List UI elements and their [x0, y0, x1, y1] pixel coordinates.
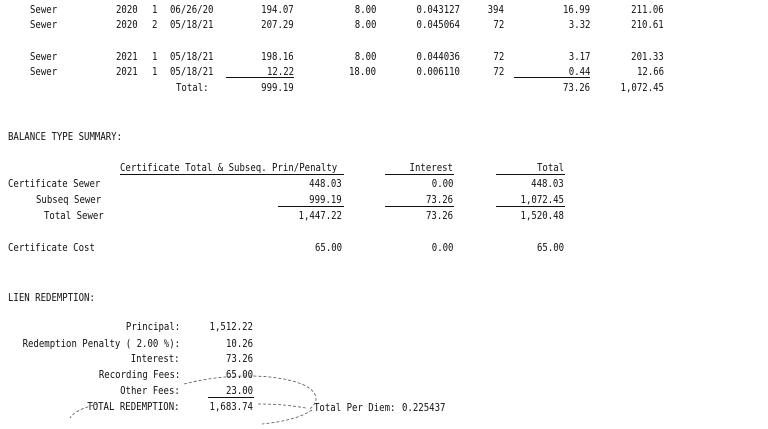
balance-interest: 73.26 — [425, 193, 453, 206]
sequence-number: 1 — [152, 50, 158, 63]
interest-amount: 0.44 — [568, 65, 590, 78]
tax-type: Sewer — [30, 18, 58, 31]
principal-amount: 207.29 — [261, 18, 294, 31]
interest-rate: 18.00 — [348, 65, 376, 78]
subtotal-rule — [496, 206, 565, 207]
days-count: 72 — [493, 18, 504, 31]
column-header-total: Total — [536, 161, 564, 174]
lien-value: 10.26 — [225, 337, 253, 350]
tax-type: Sewer — [30, 50, 58, 63]
balance-row-label: Certificate Cost — [8, 241, 95, 254]
tax-year: 2020 — [116, 3, 138, 16]
balance-prin-penalty: 999.19 — [309, 193, 342, 206]
interest-date: 05/18/21 — [170, 65, 214, 78]
interest-amount: 3.32 — [568, 18, 590, 31]
subtotal-rule — [278, 206, 344, 207]
interest-factor: 0.043127 — [416, 3, 460, 16]
per-diem-label: Total Per Diem: — [314, 401, 396, 414]
interest-rate: 8.00 — [354, 18, 376, 31]
balance-row-label: Total Sewer — [44, 209, 104, 222]
lien-label: Interest: — [131, 352, 180, 365]
balance-total: 1,520.48 — [520, 209, 564, 222]
interest-factor: 0.045064 — [416, 18, 460, 31]
lien-label: Recording Fees: — [98, 368, 180, 381]
column-header-prin-penalty: Certificate Total & Subseq. Prin/Penalty — [120, 161, 338, 174]
per-diem-value: 0.225437 — [402, 401, 446, 414]
interest-factor: 0.044036 — [416, 50, 460, 63]
tax-year: 2021 — [116, 65, 138, 78]
days-count: 72 — [493, 65, 504, 78]
balance-total: 448.03 — [531, 177, 564, 190]
header-rule — [385, 174, 454, 175]
sequence-number: 1 — [152, 65, 158, 78]
lien-value: 23.00 — [225, 384, 253, 397]
tax-type: Sewer — [30, 65, 58, 78]
lien-value: 73.26 — [225, 352, 253, 365]
lien-value: 1,512.22 — [209, 320, 253, 333]
balance-row-label: Certificate Sewer — [8, 177, 101, 190]
row-total: 210.61 — [631, 18, 664, 31]
balance-total: 65.00 — [536, 241, 564, 254]
subtotal-rule — [385, 206, 454, 207]
lien-redemption-heading: LIEN REDEMPTION: — [8, 291, 95, 304]
sequence-number: 1 — [152, 3, 158, 16]
interest-amount: 16.99 — [562, 3, 590, 16]
grand-total: 1,072.45 — [620, 81, 664, 94]
row-total: 12.66 — [636, 65, 664, 78]
header-rule — [496, 174, 565, 175]
days-count: 394 — [487, 3, 504, 16]
interest-total-rule — [514, 77, 590, 78]
balance-interest: 0.00 — [431, 241, 453, 254]
interest-amount: 3.17 — [568, 50, 590, 63]
balance-prin-penalty: 448.03 — [309, 177, 342, 190]
interest-rate: 8.00 — [354, 50, 376, 63]
redemption-total-rule — [208, 397, 254, 398]
sequence-number: 2 — [152, 18, 158, 31]
days-count: 72 — [493, 50, 504, 63]
balance-prin-penalty: 65.00 — [314, 241, 342, 254]
lien-label: Redemption Penalty ( 2.00 %): — [22, 337, 180, 350]
balance-total: 1,072.45 — [520, 193, 564, 206]
balance-interest: 73.26 — [425, 209, 453, 222]
principal-amount: 194.07 — [261, 3, 294, 16]
balance-interest: 0.00 — [431, 177, 453, 190]
row-total: 201.33 — [631, 50, 664, 63]
total-label: Total: — [176, 81, 209, 94]
lien-label: Principal: — [125, 320, 180, 333]
balance-row-label: Subseq Sewer — [36, 193, 102, 206]
interest-date: 06/26/20 — [170, 3, 214, 16]
principal-total-rule — [226, 77, 294, 78]
balance-summary-heading: BALANCE TYPE SUMMARY: — [8, 130, 123, 143]
tax-type: Sewer — [30, 3, 58, 16]
header-rule — [120, 174, 344, 175]
balance-prin-penalty: 1,447.22 — [298, 209, 342, 222]
tax-year: 2020 — [116, 18, 138, 31]
principal-amount: 198.16 — [261, 50, 294, 63]
lien-label: TOTAL REDEMPTION: — [87, 400, 180, 413]
row-total: 211.06 — [631, 3, 664, 16]
lien-value: 1,683.74 — [209, 400, 253, 413]
principal-amount: 12.22 — [266, 65, 294, 78]
interest-date: 05/18/21 — [170, 18, 214, 31]
interest-rate: 8.00 — [354, 3, 376, 16]
total-principal: 999.19 — [261, 81, 294, 94]
lien-label: Other Fees: — [120, 384, 180, 397]
interest-factor: 0.006110 — [416, 65, 460, 78]
interest-date: 05/18/21 — [170, 50, 214, 63]
total-interest: 73.26 — [562, 81, 590, 94]
lien-value: 65.00 — [225, 368, 253, 381]
tax-year: 2021 — [116, 50, 138, 63]
column-header-interest: Interest — [409, 161, 453, 174]
